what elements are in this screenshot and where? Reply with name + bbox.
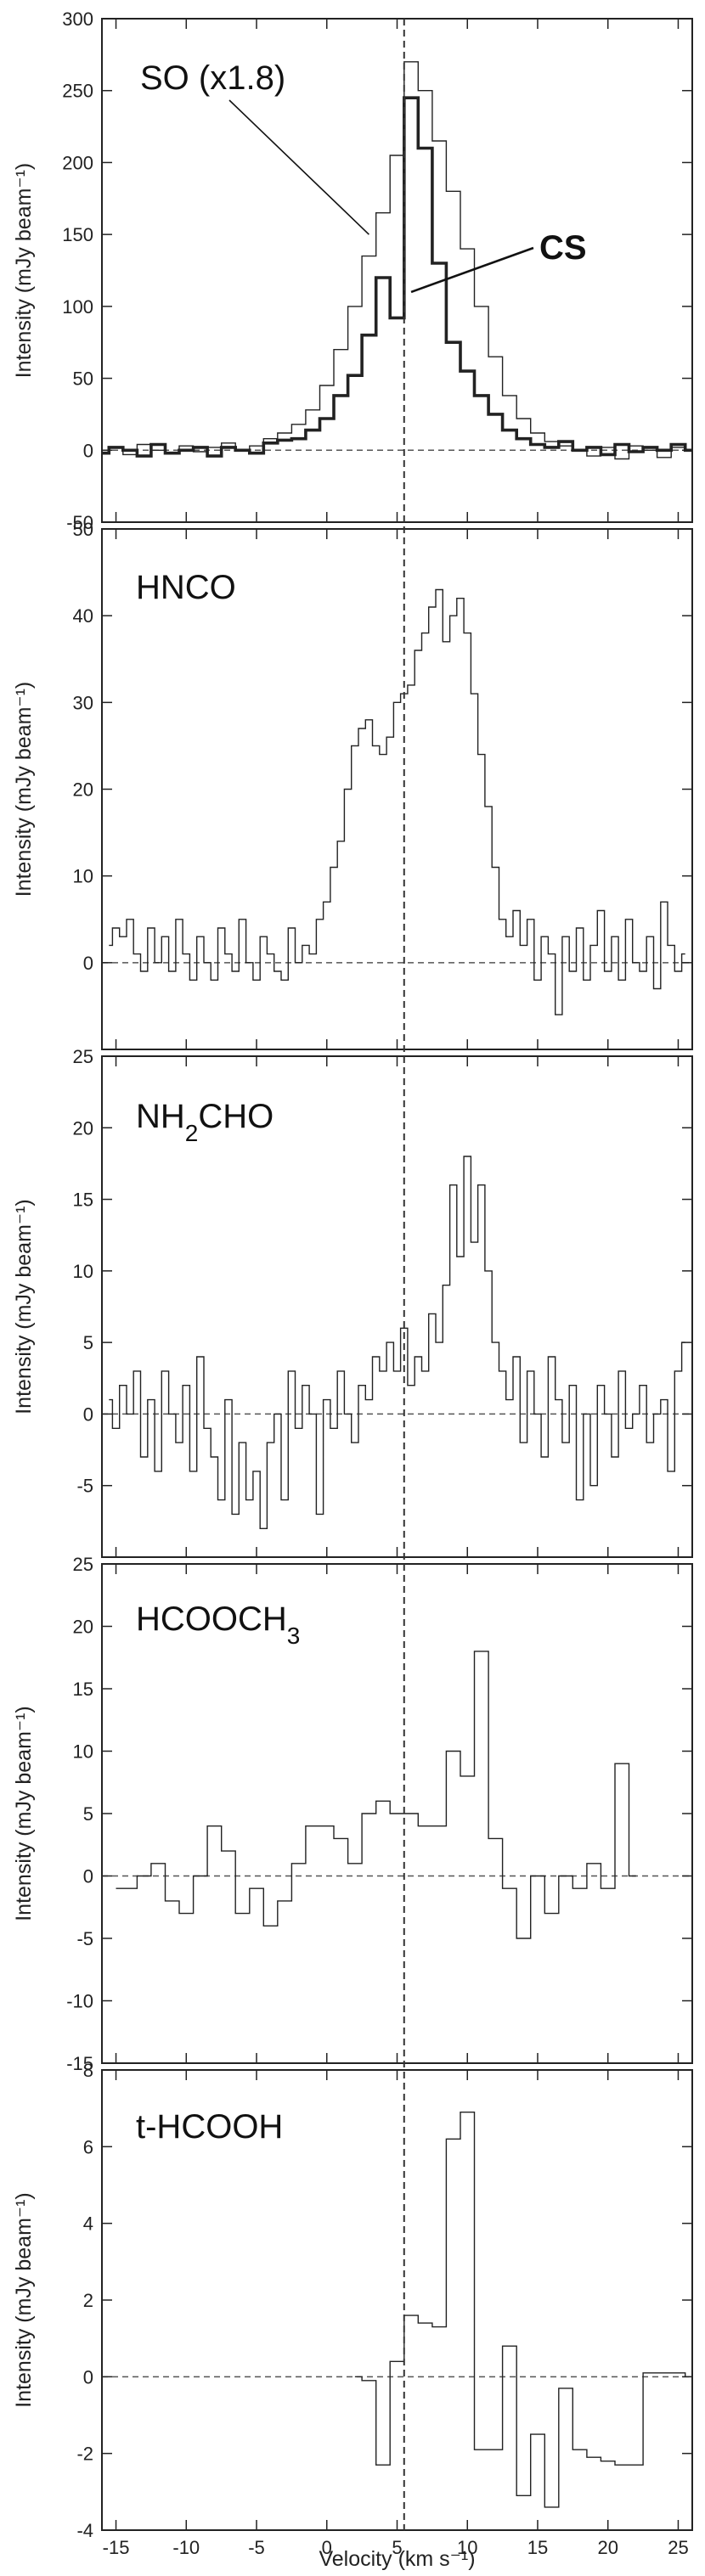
y-tick-label: 10 <box>73 1261 93 1282</box>
y-tick-label: 40 <box>73 605 93 627</box>
x-axis-label: Velocity (km s⁻¹) <box>319 2547 475 2571</box>
y-axis-label: Intensity (mJy beam⁻¹) <box>12 1706 36 1921</box>
panel-so-cs: -50 0 50 100 150 200 250 300 Intensity (mJy beam… <box>12 8 693 533</box>
y-tick-label: 0 <box>83 1866 93 1887</box>
annotation-leader <box>410 246 534 294</box>
series-line-thin <box>109 1156 685 1529</box>
series-line-thin <box>102 61 692 460</box>
y-tick-label: 25 <box>73 1554 93 1575</box>
species-label: t-HCOOH <box>136 2108 283 2146</box>
y-tick-label: 10 <box>73 866 93 887</box>
y-tick-label: -10 <box>66 1991 93 2012</box>
x-tick-label: 25 <box>668 2537 688 2558</box>
series-line-thin <box>116 1651 636 1939</box>
y-tick-label: -5 <box>76 1928 93 1949</box>
y-tick-label: 8 <box>83 2060 93 2081</box>
panel-hnco: 0 10 20 30 40 50 Intensity (mJy beam⁻¹) HNCO <box>12 519 693 1050</box>
y-tick-label: -50 <box>66 512 93 533</box>
annotation-label: CS <box>539 229 587 267</box>
y-axis-label: Intensity (mJy beam⁻¹) <box>12 2192 36 2408</box>
species-label: HCOOCH3 <box>136 1600 300 1649</box>
y-tick-label: 300 <box>62 8 93 30</box>
y-tick-label: 10 <box>73 1741 93 1763</box>
y-tick-label: 0 <box>83 2366 93 2388</box>
y-tick-label: 150 <box>62 224 93 245</box>
y-tick-label: 15 <box>73 1679 93 1700</box>
series-line-cs <box>102 96 692 458</box>
x-tick-label: -10 <box>172 2537 200 2558</box>
species-label: NH2CHO <box>136 1098 274 1146</box>
y-tick-label: 0 <box>83 953 93 974</box>
x-tick-label: 10 <box>457 2537 477 2558</box>
y-tick-label: 25 <box>73 1046 93 1067</box>
y-tick-label: 30 <box>73 692 93 713</box>
y-tick-label: -5 <box>76 1476 93 1497</box>
x-tick-label: 15 <box>527 2537 548 2558</box>
y-axis-label: Intensity (mJy beam⁻¹) <box>12 682 36 897</box>
y-tick-label: 4 <box>83 2213 93 2235</box>
y-tick-label: 250 <box>62 81 93 102</box>
y-tick-label: 20 <box>73 1117 93 1139</box>
species-label: HNCO <box>136 569 236 606</box>
y-tick-label: 0 <box>83 440 93 461</box>
y-tick-label: 50 <box>73 368 93 390</box>
x-tick-label: -15 <box>103 2537 130 2558</box>
y-axis-label: Intensity (mJy beam⁻¹) <box>12 163 36 379</box>
y-tick-label: 2 <box>83 2290 93 2311</box>
panel-t-hcooh: -15 -10 -5 0 5 10 15 20 25 -4 -2 0 2 4 6 8 Intensity (mJ… <box>12 2060 693 2558</box>
y-tick-label: 20 <box>73 779 93 801</box>
annotation-leader <box>228 99 369 235</box>
panel-hcooch3: -15 -10 -5 0 5 10 15 20 25 Intensity (mJy beam⁻¹)… <box>12 1554 693 2074</box>
series-line-thin <box>109 588 685 1015</box>
y-tick-label: 0 <box>83 1403 93 1425</box>
y-tick-label: 5 <box>83 1332 93 1353</box>
y-tick-label: -2 <box>76 2444 93 2465</box>
y-tick-label: 15 <box>73 1190 93 1211</box>
panel-nh2cho: -5 0 5 10 15 20 25 Intensity (mJy beam⁻¹) NH2CHO <box>12 1046 693 1558</box>
annotation-label: SO (x1.8) <box>140 59 285 97</box>
y-tick-label: 50 <box>73 519 93 540</box>
y-tick-label: 6 <box>83 2136 93 2157</box>
x-tick-label: -5 <box>248 2537 265 2558</box>
y-tick-label: 200 <box>62 152 93 173</box>
x-tick-label: 20 <box>597 2537 618 2558</box>
y-axis-label: Intensity (mJy beam⁻¹) <box>12 1199 36 1415</box>
y-tick-label: 5 <box>83 1803 93 1825</box>
x-tick-label: 0 <box>322 2537 332 2558</box>
x-tick-label: 5 <box>392 2537 402 2558</box>
y-tick-label: 100 <box>62 296 93 318</box>
y-tick-label: 20 <box>73 1617 93 1638</box>
y-tick-label: -4 <box>76 2520 93 2541</box>
y-tick-label: -15 <box>66 2053 93 2074</box>
